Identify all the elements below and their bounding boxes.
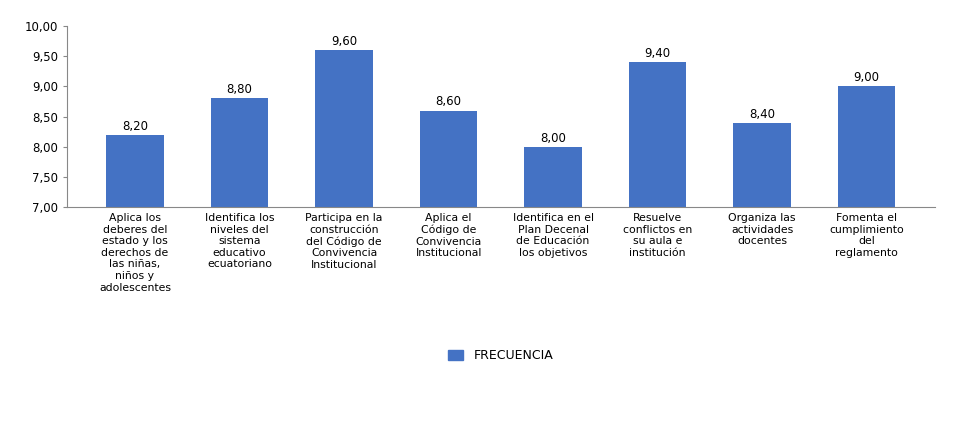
Text: 8,20: 8,20 — [122, 120, 148, 133]
Bar — [733, 123, 790, 432]
Bar — [524, 147, 581, 432]
Text: 9,60: 9,60 — [331, 35, 356, 48]
Text: 9,40: 9,40 — [644, 47, 670, 60]
Bar — [628, 62, 685, 432]
Text: 8,80: 8,80 — [227, 83, 253, 96]
Legend: FRECUENCIA: FRECUENCIA — [443, 344, 558, 367]
Text: 8,00: 8,00 — [539, 132, 565, 145]
Text: 8,60: 8,60 — [436, 95, 461, 108]
Bar — [106, 135, 164, 432]
Text: 9,00: 9,00 — [853, 71, 879, 84]
Bar — [837, 86, 895, 432]
Bar — [419, 111, 476, 432]
Text: 8,40: 8,40 — [748, 108, 775, 121]
Bar — [211, 98, 268, 432]
Bar — [315, 50, 373, 432]
